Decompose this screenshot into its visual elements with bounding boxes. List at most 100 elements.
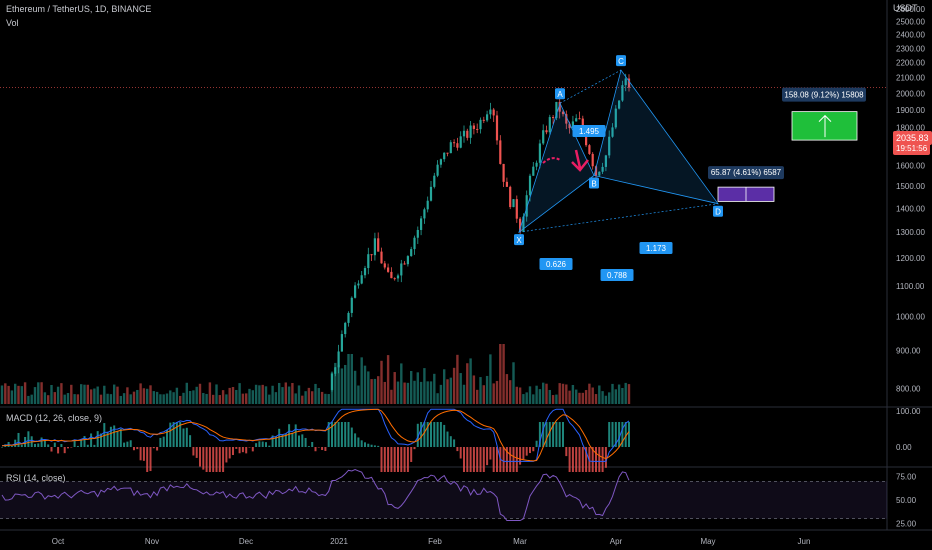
candle-body [340,334,343,352]
y-tick-label: 2200.00 [896,59,925,68]
y-tick-label: 1600.00 [896,161,925,170]
volume-bar [489,354,492,404]
volume-bar [281,387,284,404]
macd-hist-bar [456,447,459,452]
macd-hist-bar [515,447,518,472]
volume-bar [403,382,406,404]
candle-body [522,216,525,232]
volume-bar [258,385,261,404]
candle-body [558,101,561,112]
volume-bar [23,382,27,404]
x-tick-label: Oct [52,537,65,546]
volume-bar [598,385,601,404]
volume-bars [0,344,631,404]
candle-body [443,152,446,160]
harmonic-pattern[interactable]: X A B C D 0.626 1.495 1.173 0.788 158.08 (9.12%) … [514,55,866,281]
price-candles[interactable] [330,73,631,392]
y-tick-label: 1900.00 [896,106,925,115]
volume-bar [472,375,476,404]
macd-hist-bar [116,430,119,447]
volume-bar [47,395,50,404]
volume-bar [509,380,512,404]
macd-hist-bar [443,424,446,447]
macd-hist-bar [463,447,465,472]
macd-hist-bar [301,434,304,447]
macd-hist-bar [624,422,627,447]
macd-hist-bar [479,447,482,472]
macd-hist-bar [109,426,112,447]
volume-bar [294,393,297,404]
volume-bar [594,394,598,404]
macd-legend[interactable]: MACD (12, 26, close, 9) [6,413,103,423]
pattern-point-c [616,55,626,67]
candle-body [330,373,334,390]
volume-bar [307,387,311,404]
candle-body [410,249,413,257]
macd-hist-bar [1,447,3,448]
macd-hist-bar [430,422,432,447]
volume-bar [10,390,14,404]
macd-hist-bar [288,424,291,447]
ratio-label: 1.173 [646,244,667,253]
candle-body [350,297,353,313]
volume-bar [499,344,502,404]
volume-bar [439,384,443,404]
macd-hist-bar [274,436,277,447]
macd-hist-bar [578,447,581,472]
entry-box-label: 65.87 (4.61%) 6587 [711,168,782,177]
candle-body [354,285,357,298]
candle-body [357,283,360,286]
volume-bar [416,372,419,404]
volume-bar [132,391,136,404]
candle-body [377,238,380,252]
macd-hist-bar [238,447,241,454]
volume-bar [317,388,320,404]
candle-body [380,251,383,264]
macd-hist-bar [166,429,168,447]
volume-bar [443,369,446,404]
macd-hist-bar [331,422,333,447]
pattern-triangle-xab [518,102,595,234]
pattern-point-label: A [557,90,563,99]
symbol-title[interactable]: Ethereum / TetherUS, 1D, BINANCE [6,4,152,14]
volume-bar [165,393,169,404]
volume-legend[interactable]: Vol [6,18,19,28]
volume-bar [548,389,551,404]
macd-hist-bar [340,422,343,447]
candle-body [538,143,541,163]
volume-bar [518,387,522,404]
candle-body [505,181,508,187]
macd-hist-bar [420,422,423,447]
macd-hist-bar [595,447,597,472]
volume-bar [436,393,439,404]
volume-bar [56,386,60,404]
x-tick-label: Jun [798,537,811,546]
macd-hist-bar [519,447,522,465]
macd-hist-bar [152,447,155,449]
ratio-label: 0.788 [607,271,628,280]
candle-body [528,175,532,196]
macd-hist-bar [591,447,594,472]
pattern-point-x [514,234,524,246]
volume-bar [502,344,505,404]
volume-bar [274,392,278,404]
candle-body [591,153,594,167]
candle-body [383,263,386,268]
rsi-tick-label: 75.00 [896,473,917,482]
volume-bar [601,391,604,404]
macd-hist-bar [413,447,416,450]
volume-bar [614,389,617,404]
macd-hist-bar [347,422,350,447]
candle-body [618,100,621,109]
pattern-line-xd [518,203,719,233]
volume-bar [33,387,37,404]
volume-bar [122,393,126,404]
macd-hist-bar [492,447,495,472]
candle-body [555,101,558,118]
macd-hist-bar [245,447,248,454]
candle-body [426,200,429,210]
candle-body [334,367,337,374]
rsi-legend[interactable]: RSI (14, close) [6,473,66,483]
volume-bar [565,384,568,404]
